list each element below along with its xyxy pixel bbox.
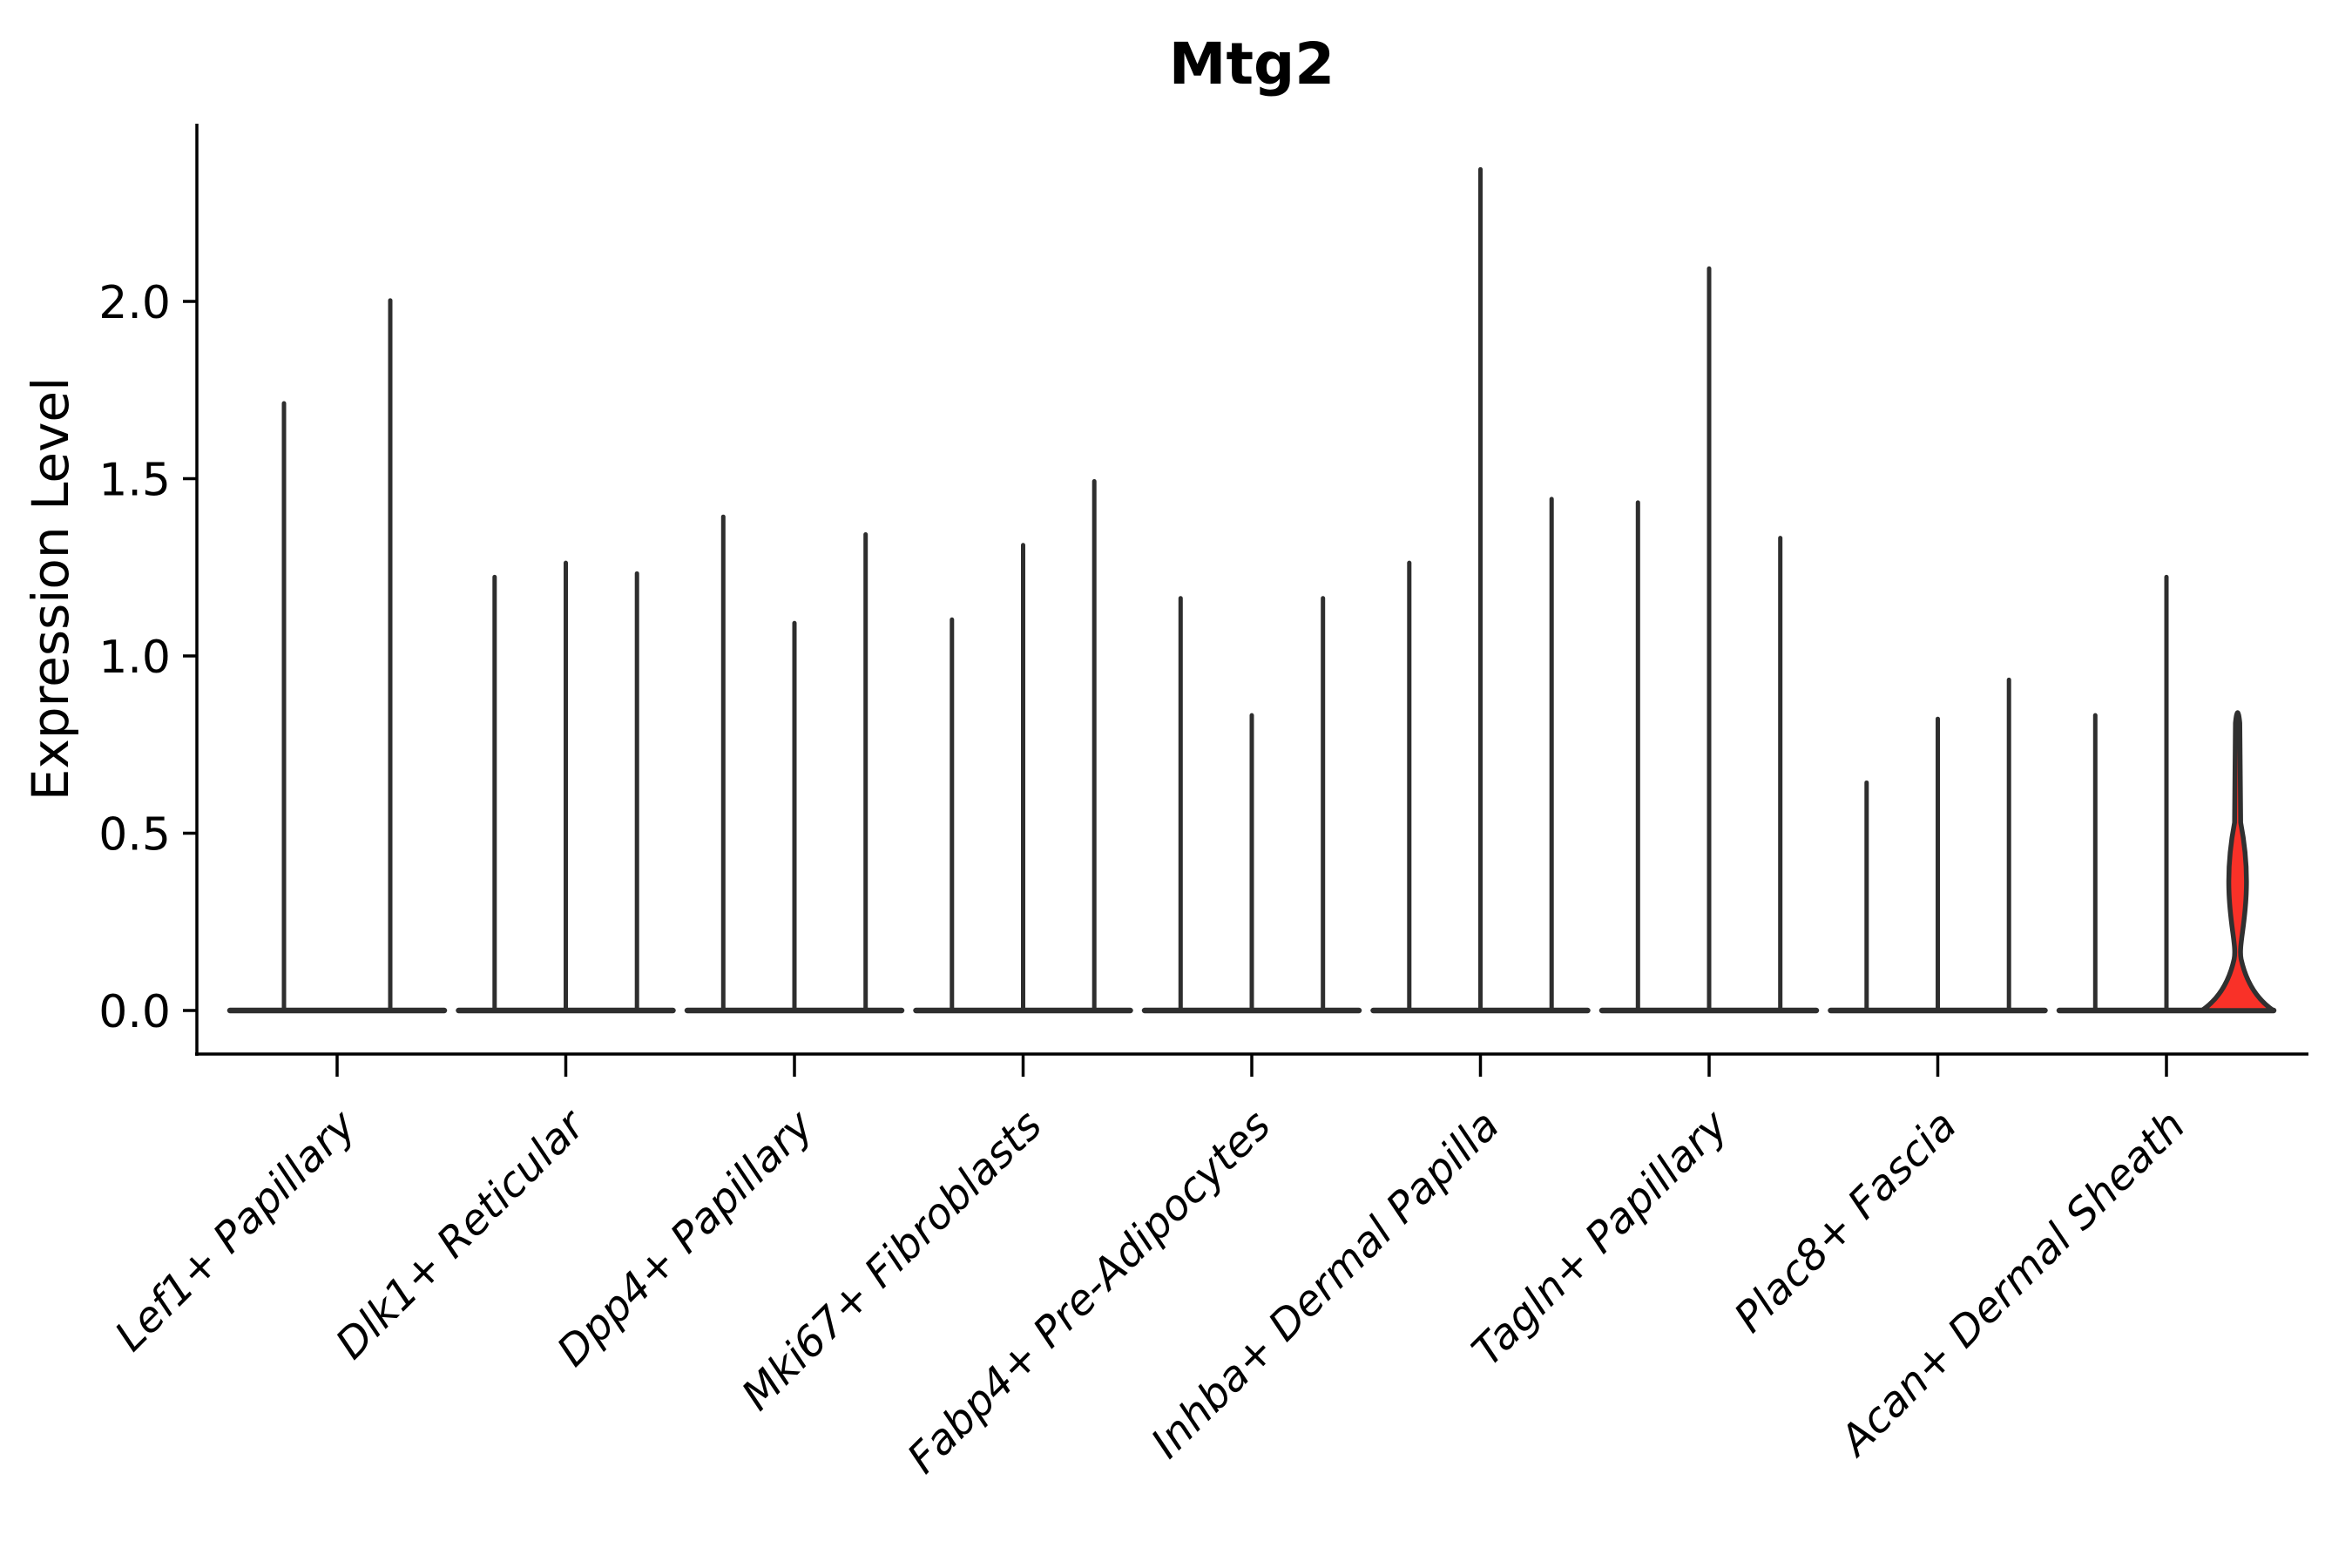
y-axis-label: Expression Level [21, 377, 80, 801]
chart-title: Mtg2 [1169, 30, 1335, 98]
y-axis-tick-label: 2.0 [98, 277, 171, 329]
x-axis-category-label: Plac8+ Fascia [1725, 1101, 1966, 1342]
x-axis-category-label: Tagln+ Papillary [1463, 1100, 1738, 1375]
x-axis-category-label: Dpp4+ Papillary [548, 1100, 823, 1375]
x-axis-category-label: Dlk1+ Reticular [327, 1099, 597, 1369]
y-axis-tick-label: 1.5 [98, 455, 171, 507]
y-axis-tick-label: 0.0 [98, 986, 171, 1038]
highlighted-violin-body [2199, 710, 2276, 1013]
x-axis-category-label: Lef1+ Papillary [105, 1100, 366, 1361]
y-axis-tick-label: 0.5 [98, 809, 171, 862]
y-axis-tick-label: 1.0 [98, 632, 171, 684]
x-axis-category-label: Fabp4+ Pre-Adipocytes [898, 1101, 1281, 1484]
